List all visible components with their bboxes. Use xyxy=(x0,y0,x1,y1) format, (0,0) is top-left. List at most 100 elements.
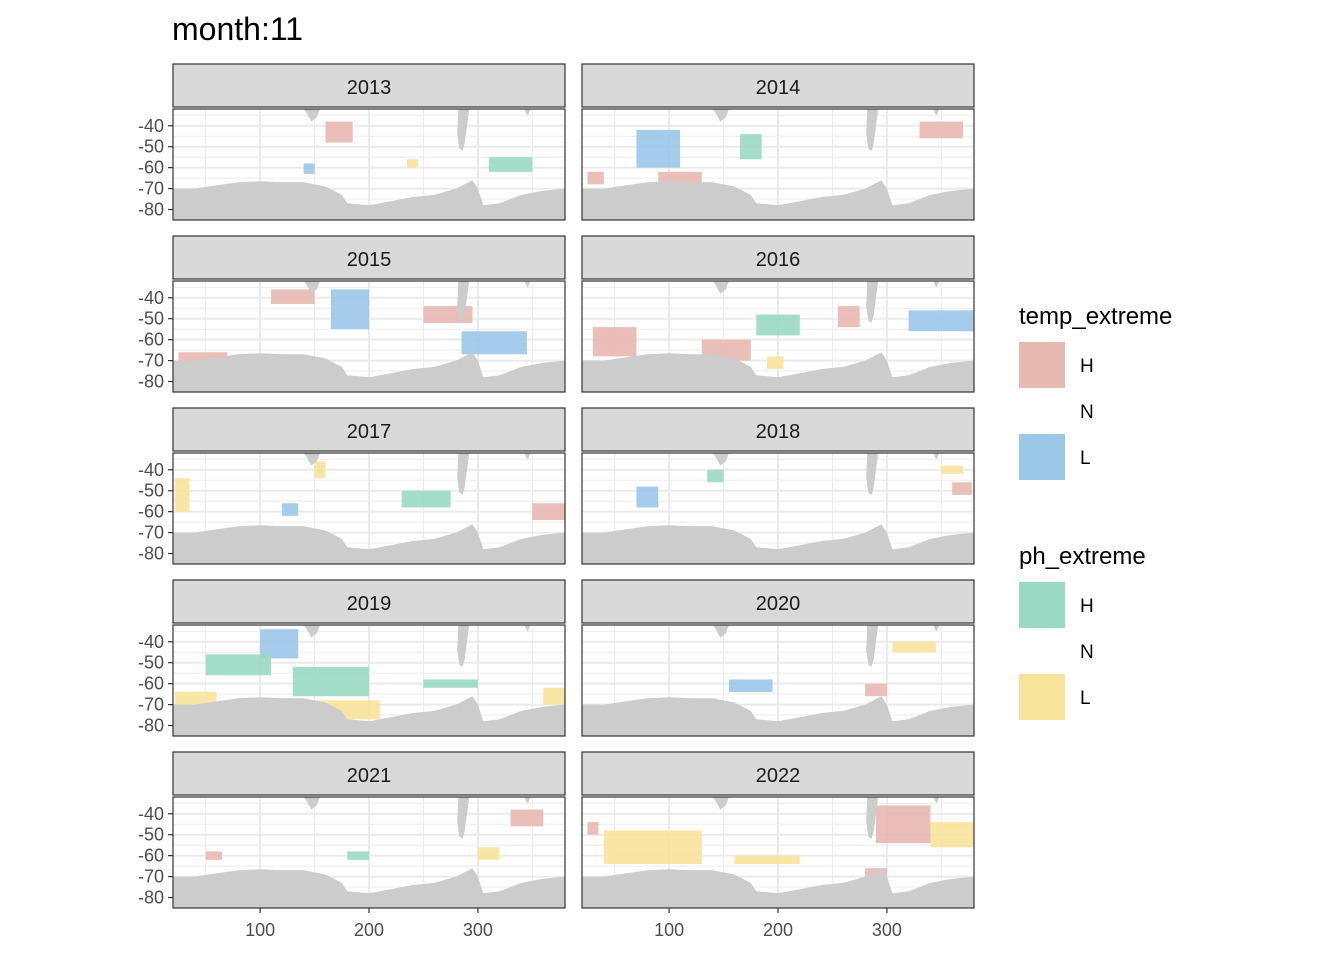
land-south-america xyxy=(457,453,470,495)
panel-border xyxy=(581,108,975,221)
facet-panel: 2019 -40-50-60-70-80 xyxy=(138,579,566,737)
facet-panel: 2014 xyxy=(581,63,975,221)
y-tick-label: -60 xyxy=(138,330,164,350)
panel-content xyxy=(582,625,974,736)
panel-content xyxy=(173,453,565,564)
facet-panel: 2022 100 200 300 xyxy=(581,751,975,940)
land-africa xyxy=(712,625,729,638)
land-antarctica xyxy=(173,524,565,564)
extreme-region xyxy=(707,469,724,483)
legend-key xyxy=(1019,434,1065,480)
land-africa xyxy=(303,625,320,638)
facet-panels: 2013-40-50-60-70-8020142015-40-50-60-70-… xyxy=(138,63,975,940)
y-tick-label: -40 xyxy=(138,460,164,480)
land-australia xyxy=(524,109,531,116)
extreme-region xyxy=(407,159,418,168)
extreme-region xyxy=(729,679,773,693)
extreme-region xyxy=(532,503,565,521)
land-south-america xyxy=(866,281,879,323)
extreme-region xyxy=(756,314,800,336)
extreme-region xyxy=(401,490,451,508)
y-tick-label: -60 xyxy=(138,158,164,178)
y-tick-label: -50 xyxy=(138,481,164,501)
extreme-region xyxy=(587,822,599,835)
panel-content xyxy=(173,281,565,392)
y-tick-label: -70 xyxy=(138,351,164,371)
extreme-region xyxy=(175,478,190,512)
extreme-region xyxy=(837,306,860,328)
land-south-america xyxy=(866,625,879,667)
y-tick-label: -60 xyxy=(138,674,164,694)
panel-content xyxy=(582,109,974,220)
panel-border xyxy=(172,108,566,221)
y-tick-label: -50 xyxy=(138,825,164,845)
facet-strip-label: 2014 xyxy=(756,77,801,99)
extreme-region xyxy=(205,851,222,860)
land-australia xyxy=(933,281,940,288)
land-antarctica xyxy=(582,696,974,736)
panel-border xyxy=(581,280,975,393)
facet-strip-label: 2019 xyxy=(347,593,392,615)
extreme-region xyxy=(941,465,964,474)
extreme-region xyxy=(865,683,887,697)
legend-label: N xyxy=(1080,402,1094,423)
land-africa xyxy=(712,797,729,810)
extreme-region xyxy=(876,805,931,844)
land-antarctica xyxy=(582,868,974,908)
facet-strip xyxy=(172,407,566,452)
land-australia xyxy=(524,453,531,460)
land-south-america xyxy=(866,797,879,839)
facet-strip xyxy=(172,579,566,624)
facet-strip xyxy=(581,63,975,108)
panel-content xyxy=(582,281,974,392)
legend-label: H xyxy=(1080,596,1094,617)
extreme-region xyxy=(952,482,972,495)
legend-label: H xyxy=(1080,356,1094,377)
legend-key xyxy=(1019,582,1065,628)
land-africa xyxy=(303,453,320,466)
extreme-region xyxy=(347,851,369,860)
legend-key xyxy=(1019,388,1065,434)
panel-border xyxy=(172,280,566,393)
extreme-region xyxy=(543,687,565,705)
facet-panel: 2018 xyxy=(581,407,975,565)
extreme-region xyxy=(767,356,784,369)
facet-panel: 2020 xyxy=(581,579,975,737)
land-australia xyxy=(524,797,531,804)
land-antarctica xyxy=(173,696,565,736)
panel-content xyxy=(173,625,565,736)
y-tick-label: -70 xyxy=(138,867,164,887)
x-tick-label: 200 xyxy=(354,920,384,940)
land-australia xyxy=(933,109,940,116)
extreme-region xyxy=(510,809,544,827)
y-tick-label: -60 xyxy=(138,502,164,522)
facet-strip-label: 2020 xyxy=(756,593,801,615)
legends: temp_extreme H N Lph_extreme H N L xyxy=(1019,303,1172,720)
land-antarctica xyxy=(173,868,565,908)
extreme-region xyxy=(488,157,533,172)
extreme-region xyxy=(908,310,974,332)
facet-panel: 2015 -40-50-60-70-80 xyxy=(138,235,566,393)
panel-content xyxy=(173,797,565,908)
extreme-region xyxy=(892,641,936,653)
panel-border xyxy=(581,452,975,565)
facet-strip xyxy=(172,63,566,108)
y-tick-label: -60 xyxy=(138,846,164,866)
y-tick-label: -80 xyxy=(138,372,164,392)
facet-panel: 2017 -40-50-60-70-80 xyxy=(138,407,566,565)
y-tick-label: -80 xyxy=(138,544,164,564)
extreme-region xyxy=(292,666,369,697)
land-australia xyxy=(933,625,940,632)
facet-strip xyxy=(172,751,566,796)
extreme-region xyxy=(314,461,326,479)
extreme-region xyxy=(271,289,315,305)
y-tick-label: -70 xyxy=(138,523,164,543)
land-australia xyxy=(933,797,940,804)
y-tick-label: -40 xyxy=(138,632,164,652)
y-tick-label: -40 xyxy=(138,288,164,308)
land-antarctica xyxy=(582,180,974,220)
extreme-region xyxy=(919,121,964,139)
extreme-region xyxy=(325,121,353,143)
y-tick-label: -40 xyxy=(138,804,164,824)
